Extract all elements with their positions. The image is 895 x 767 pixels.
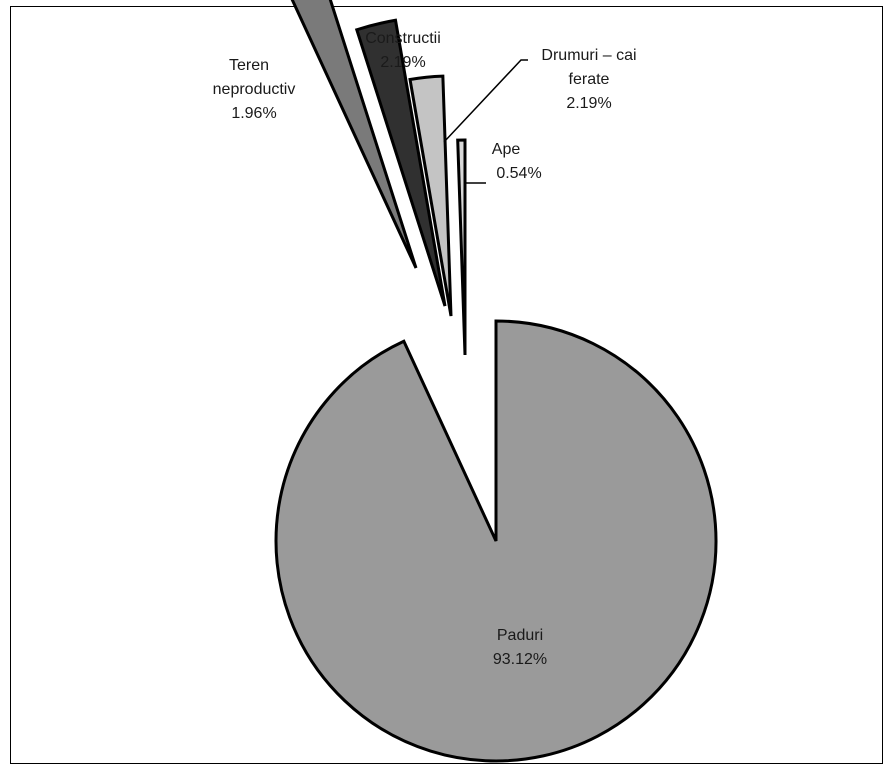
pie-slices: [274, 0, 718, 763]
leader-lines: [443, 59, 528, 190]
leader-line-drumuri: [443, 59, 528, 143]
slice-value-ape: 0.54%: [496, 165, 541, 182]
leader-line-ape: [464, 182, 486, 190]
slice-label-drumuri-line1: Drumuri – cai: [541, 47, 636, 64]
slice-label-paduri: Paduri: [497, 627, 543, 644]
slice-constructii: [354, 18, 447, 307]
slice-value-teren: 1.96%: [231, 105, 276, 122]
slice-ape: [456, 138, 467, 356]
slice-value-constructii: 2.19%: [380, 54, 425, 71]
slice-value-paduri: 93.12%: [493, 651, 547, 668]
slice-label-constructii: Constructii: [365, 30, 441, 47]
slice-label-teren-line1: Teren: [229, 57, 269, 74]
slice-label-teren-line2: neproductiv: [213, 81, 296, 98]
slice-paduri: [274, 319, 718, 763]
slice-label-ape: Ape: [492, 141, 521, 158]
slice-value-drumuri: 2.19%: [566, 95, 611, 112]
slice-label-drumuri-line2: ferate: [569, 71, 610, 88]
slice-drumuri-cai-ferate: [408, 74, 453, 317]
